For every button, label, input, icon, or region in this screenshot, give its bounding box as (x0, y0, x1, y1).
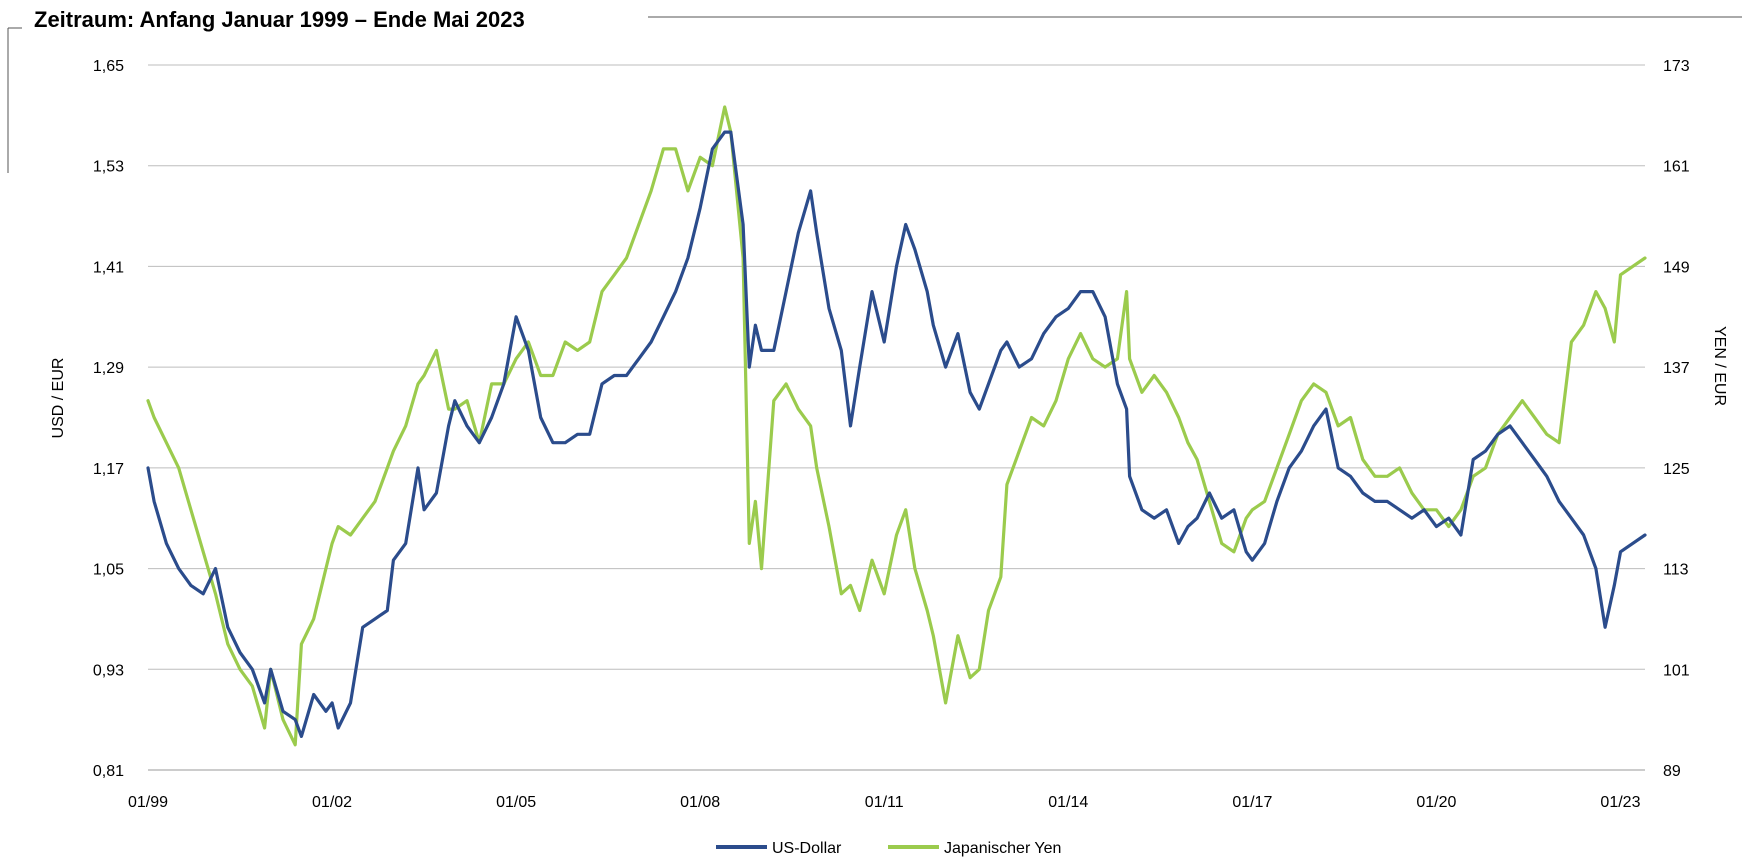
right-tick-label: 161 (1663, 159, 1690, 176)
right-tick-label: 113 (1663, 562, 1689, 579)
x-tick-label: 01/23 (1600, 794, 1640, 811)
x-axis-ticks: 01/99 01/02 01/05 01/08 01/11 01/14 01/17 01/20… (128, 794, 1641, 811)
series-line-us-dollar (146, 130, 1647, 739)
legend-label-japanischer-yen: Japanischer Yen (944, 840, 1061, 857)
left-tick-label: 0,93 (93, 662, 124, 679)
left-tick-label: 1,05 (93, 562, 124, 579)
left-tick-label: 1,41 (93, 259, 124, 276)
right-axis-ticks: 173 161 149 137 125 113 101 89 (1663, 58, 1690, 780)
left-tick-label: 0,81 (93, 763, 124, 780)
series-line-japanischer-yen (146, 105, 1647, 747)
left-tick-label: 1,17 (93, 461, 124, 478)
right-tick-label: 89 (1663, 763, 1681, 780)
right-tick-label: 173 (1663, 58, 1690, 75)
series-lines (146, 105, 1647, 747)
right-tick-label: 101 (1663, 662, 1690, 679)
left-tick-label: 1,53 (93, 159, 124, 176)
right-tick-label: 125 (1663, 461, 1690, 478)
left-tick-label: 1,65 (93, 58, 124, 75)
right-tick-label: 137 (1663, 360, 1690, 377)
x-tick-label: 01/11 (865, 794, 904, 811)
x-tick-label: 01/14 (1048, 794, 1088, 811)
left-axis-label: USD / EUR (50, 358, 67, 439)
x-tick-label: 01/20 (1416, 794, 1456, 811)
x-tick-label: 01/17 (1232, 794, 1272, 811)
x-tick-label: 01/05 (496, 794, 536, 811)
chart-title: Zeitraum: Anfang Januar 1999 – Ende Mai … (34, 7, 525, 32)
gridlines (148, 64, 1645, 771)
x-tick-label: 01/08 (680, 794, 720, 811)
x-tick-label: 01/99 (128, 794, 168, 811)
left-axis-ticks: 1,65 1,53 1,41 1,29 1,17 1,05 0,93 0,81 (93, 58, 124, 780)
x-tick-label: 01/02 (312, 794, 352, 811)
right-axis-label: YEN / EUR (1711, 326, 1728, 406)
legend-label-us-dollar: US-Dollar (772, 840, 842, 857)
left-tick-label: 1,29 (93, 360, 124, 377)
legend: US-Dollar Japanischer Yen (716, 840, 1061, 857)
right-tick-label: 149 (1663, 259, 1690, 276)
